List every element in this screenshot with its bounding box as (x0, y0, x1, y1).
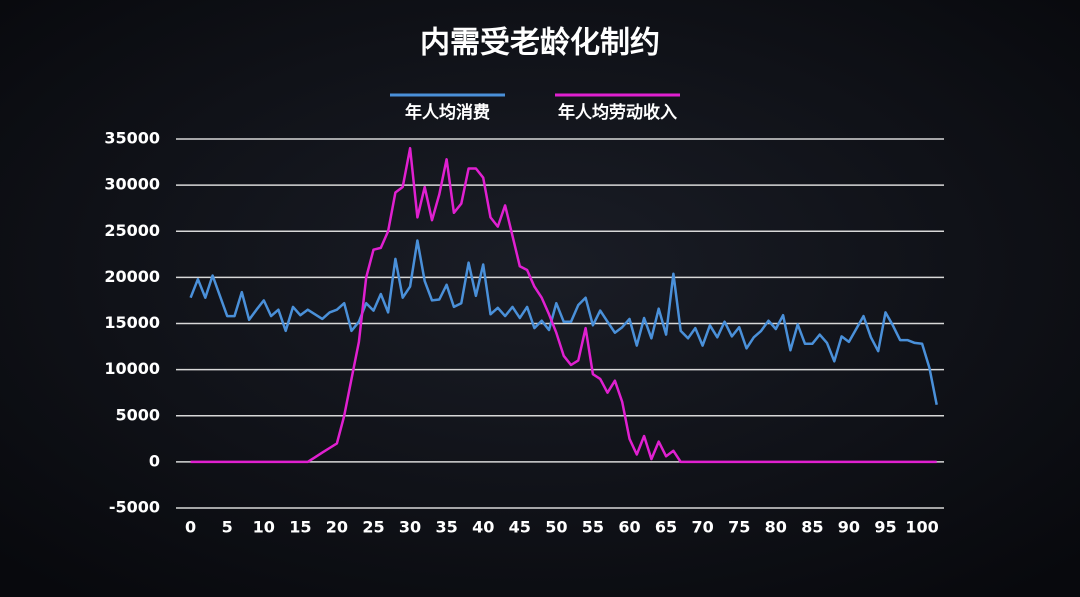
x-tick-label: 65 (655, 518, 677, 537)
y-tick-label: 30000 (104, 175, 160, 194)
x-tick-label: 85 (801, 518, 823, 537)
chart-title: 内需受老龄化制约 (420, 26, 660, 61)
series-line (190, 146, 937, 464)
x-tick-label: 60 (618, 518, 640, 537)
y-tick-label: 15000 (104, 313, 160, 332)
x-tick-label: 25 (362, 518, 384, 537)
y-tick-label: 0 (149, 451, 160, 470)
y-tick-label: 5000 (115, 405, 160, 424)
x-tick-label: 35 (435, 518, 457, 537)
y-tick-label: 20000 (104, 267, 160, 286)
x-tick-label: 100 (905, 518, 938, 537)
x-tick-label: 30 (399, 518, 421, 537)
y-tick-label: 10000 (104, 359, 160, 378)
x-tick-label: 55 (582, 518, 604, 537)
x-tick-label: 45 (509, 518, 531, 537)
y-tick-label: -5000 (109, 498, 160, 517)
legend-label: 年人均消费 (405, 102, 490, 123)
x-tick-label: 40 (472, 518, 494, 537)
x-tick-label: 15 (289, 518, 311, 537)
x-tick-label: 70 (691, 518, 713, 537)
legend-label: 年人均劳动收入 (558, 102, 677, 123)
x-tick-label: 95 (874, 518, 896, 537)
x-tick-label: 20 (326, 518, 348, 537)
y-tick-label: 25000 (104, 221, 160, 240)
x-tick-label: 80 (765, 518, 787, 537)
y-tick-label: 35000 (104, 129, 160, 148)
series-line (189, 239, 938, 405)
x-tick-label: 75 (728, 518, 750, 537)
x-tick-label: 0 (185, 518, 196, 537)
x-tick-label: 5 (222, 518, 233, 537)
x-tick-label: 50 (545, 518, 567, 537)
x-tick-label: 90 (838, 518, 860, 537)
x-tick-label: 10 (253, 518, 275, 537)
